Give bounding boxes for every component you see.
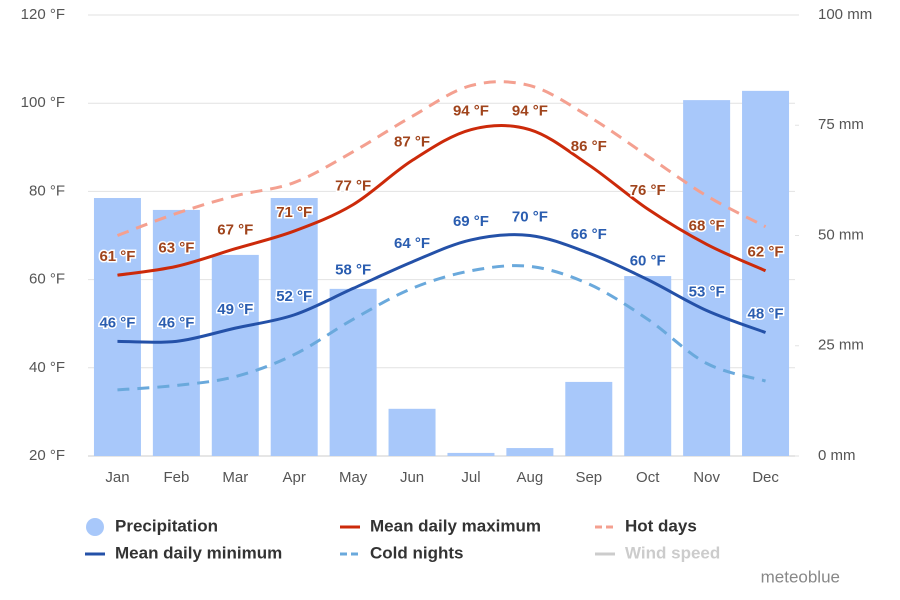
bar — [152, 209, 200, 456]
data-label: 62 °F — [748, 244, 784, 261]
data-label: 94 °F — [512, 103, 548, 120]
data-label: 63 °F — [158, 239, 194, 256]
x-tick-label: Sep — [575, 469, 602, 486]
data-label: 48 °F — [748, 305, 784, 322]
line — [117, 264, 766, 392]
legend-label: Mean daily minimum — [115, 543, 282, 562]
bar — [93, 198, 141, 456]
data-label: 53 °F — [689, 283, 725, 300]
legend-symbol — [86, 518, 104, 536]
x-tick-label: Apr — [283, 469, 306, 486]
data-label: 76 °F — [630, 182, 666, 199]
data-label: 46 °F — [158, 314, 194, 331]
y-tick-label: 120 °F — [21, 6, 65, 23]
bar — [565, 381, 613, 456]
y-tick-label: 80 °F — [29, 182, 65, 199]
x-tick-label: Jan — [105, 469, 129, 486]
legend-label: Cold nights — [370, 543, 463, 562]
y2-tick-label: 0 mm — [818, 447, 856, 464]
bar — [447, 452, 495, 456]
data-label: 66 °F — [571, 226, 607, 243]
data-label: 87 °F — [394, 133, 430, 150]
x-tick-label: Oct — [636, 469, 660, 486]
x-tick-label: Nov — [693, 469, 720, 486]
bar — [683, 100, 731, 456]
data-label: 64 °F — [394, 235, 430, 252]
x-tick-label: Mar — [222, 469, 248, 486]
data-label: 71 °F — [276, 204, 312, 221]
line — [117, 124, 767, 277]
bar — [211, 254, 259, 456]
bar — [506, 448, 554, 456]
bar — [388, 408, 436, 456]
x-tick-label: Feb — [163, 469, 189, 486]
legend-label: Precipitation — [115, 516, 218, 535]
bar — [329, 288, 377, 456]
data-label: 61 °F — [99, 248, 135, 265]
data-label: 94 °F — [453, 103, 489, 120]
y-tick-label: 40 °F — [29, 359, 65, 376]
bar — [742, 90, 790, 457]
line — [117, 233, 767, 344]
x-tick-label: Dec — [752, 469, 779, 486]
data-label: 77 °F — [335, 178, 371, 195]
data-label: 68 °F — [689, 217, 725, 234]
y-tick-label: 60 °F — [29, 271, 65, 288]
legend-label: Wind speed — [625, 543, 720, 562]
data-label: 69 °F — [453, 213, 489, 230]
y2-tick-label: 75 mm — [818, 116, 864, 133]
y2-tick-label: 25 mm — [818, 337, 864, 354]
legend-label: Hot days — [625, 516, 697, 535]
x-tick-label: Aug — [517, 469, 544, 486]
data-label: 58 °F — [335, 261, 371, 278]
data-label: 52 °F — [276, 288, 312, 305]
legend-label: Mean daily maximum — [370, 516, 541, 535]
data-label: 60 °F — [630, 253, 666, 270]
y-tick-label: 100 °F — [21, 94, 65, 111]
y2-tick-label: 100 mm — [818, 6, 872, 23]
x-tick-label: May — [339, 469, 368, 486]
data-label: 46 °F — [99, 314, 135, 331]
line — [116, 80, 767, 237]
bar — [624, 276, 672, 456]
bar — [270, 198, 318, 456]
credit: meteoblue — [761, 567, 840, 586]
data-label: 49 °F — [217, 301, 253, 318]
data-label: 70 °F — [512, 208, 548, 225]
x-tick-label: Jul — [461, 469, 480, 486]
y2-tick-label: 50 mm — [818, 226, 864, 243]
data-label: 86 °F — [571, 138, 607, 155]
y-tick-label: 20 °F — [29, 447, 65, 464]
x-tick-label: Jun — [400, 469, 424, 486]
data-label: 67 °F — [217, 222, 253, 239]
